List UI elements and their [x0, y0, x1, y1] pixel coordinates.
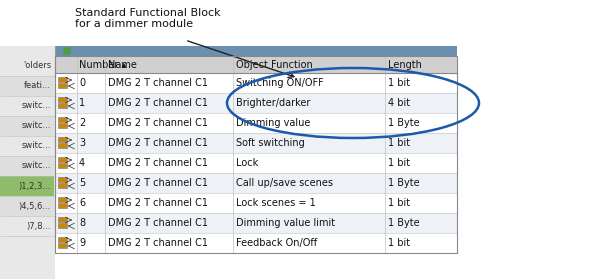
Text: 1 bit: 1 bit	[388, 78, 410, 88]
Text: 1: 1	[79, 98, 85, 108]
Bar	[0, 136, 54, 156]
Bar	[58, 163, 67, 168]
Bar	[0, 196, 54, 216]
Bar	[58, 77, 67, 82]
Bar	[55, 153, 457, 173]
Bar	[58, 243, 67, 248]
Text: 2: 2	[79, 118, 85, 128]
Text: 1 bit: 1 bit	[388, 198, 410, 208]
Bar	[58, 97, 67, 102]
Text: 1 bit: 1 bit	[388, 138, 410, 148]
Text: switc...: switc...	[22, 162, 51, 170]
Text: Length: Length	[388, 59, 422, 69]
Bar	[55, 213, 457, 233]
Bar	[55, 73, 457, 93]
Text: DMG 2 T channel C1: DMG 2 T channel C1	[108, 238, 208, 248]
Text: Standard Functional Block: Standard Functional Block	[75, 8, 221, 18]
Bar	[55, 56, 457, 73]
Text: 0: 0	[79, 78, 85, 88]
Bar	[58, 103, 67, 108]
Text: DMG 2 T channel C1: DMG 2 T channel C1	[108, 138, 208, 148]
Text: )1,2,3...: )1,2,3...	[19, 182, 51, 191]
Bar	[58, 183, 67, 188]
Text: 1 bit: 1 bit	[388, 158, 410, 168]
Text: 6: 6	[79, 198, 85, 208]
Text: Object Function: Object Function	[236, 59, 313, 69]
Text: DMG 2 T channel C1: DMG 2 T channel C1	[108, 78, 208, 88]
Text: Lock: Lock	[236, 158, 258, 168]
Bar	[58, 157, 67, 162]
Text: )4,5,6...: )4,5,6...	[19, 201, 51, 210]
Text: 4: 4	[79, 158, 85, 168]
Bar	[55, 233, 457, 253]
Text: Call up/save scenes: Call up/save scenes	[236, 178, 333, 188]
Text: switc...: switc...	[22, 102, 51, 110]
Text: DMG 2 T channel C1: DMG 2 T channel C1	[108, 178, 208, 188]
Bar	[0, 76, 54, 96]
Bar	[58, 217, 67, 222]
Bar	[58, 123, 67, 128]
Bar	[55, 173, 457, 193]
Bar	[0, 46, 55, 279]
Text: Dimming value limit: Dimming value limit	[236, 218, 335, 228]
Text: switc...: switc...	[22, 141, 51, 150]
Text: 1 Byte: 1 Byte	[388, 178, 419, 188]
Text: 1 Byte: 1 Byte	[388, 218, 419, 228]
Bar	[58, 203, 67, 208]
Bar	[58, 83, 67, 88]
Text: Dimming value: Dimming value	[236, 118, 310, 128]
Text: Brighter/darker: Brighter/darker	[236, 98, 310, 108]
Circle shape	[63, 47, 71, 55]
Text: 9: 9	[79, 238, 85, 248]
Text: 'olders: 'olders	[23, 61, 51, 71]
Text: DMG 2 T channel C1: DMG 2 T channel C1	[108, 118, 208, 128]
Bar	[58, 197, 67, 202]
Bar	[0, 176, 54, 196]
Text: 8: 8	[79, 218, 85, 228]
Bar	[55, 56, 457, 253]
Text: Lock scenes = 1: Lock scenes = 1	[236, 198, 316, 208]
Text: 1 Byte: 1 Byte	[388, 118, 419, 128]
Bar	[58, 223, 67, 228]
Text: Feedback On/Off: Feedback On/Off	[236, 238, 317, 248]
Bar	[0, 116, 54, 136]
Bar	[0, 156, 54, 176]
Text: 3: 3	[79, 138, 85, 148]
Text: 1 bit: 1 bit	[388, 238, 410, 248]
Text: switc...: switc...	[22, 121, 51, 131]
Bar	[58, 137, 67, 142]
Text: for a dimmer module: for a dimmer module	[75, 19, 193, 29]
Bar	[0, 216, 54, 236]
Bar	[58, 143, 67, 148]
Text: )7,8...: )7,8...	[26, 222, 51, 230]
Bar	[58, 117, 67, 122]
Text: 5: 5	[79, 178, 85, 188]
Text: 4 bit: 4 bit	[388, 98, 410, 108]
Bar	[0, 96, 54, 116]
Text: feati...: feati...	[24, 81, 51, 90]
Bar	[0, 56, 54, 76]
Bar	[58, 237, 67, 242]
Text: DMG 2 T channel C1: DMG 2 T channel C1	[108, 98, 208, 108]
Text: Soft switching: Soft switching	[236, 138, 305, 148]
Text: Switching ON/OFF: Switching ON/OFF	[236, 78, 324, 88]
Bar	[55, 133, 457, 153]
Bar	[55, 193, 457, 213]
Text: DMG 2 T channel C1: DMG 2 T channel C1	[108, 198, 208, 208]
Text: Number ▴: Number ▴	[79, 59, 127, 69]
Bar	[58, 177, 67, 182]
Text: Name: Name	[108, 59, 137, 69]
Bar	[0, 0, 600, 56]
Text: DMG 2 T channel C1: DMG 2 T channel C1	[108, 158, 208, 168]
Bar	[55, 93, 457, 113]
Bar	[55, 113, 457, 133]
Bar	[55, 46, 457, 56]
Text: DMG 2 T channel C1: DMG 2 T channel C1	[108, 218, 208, 228]
